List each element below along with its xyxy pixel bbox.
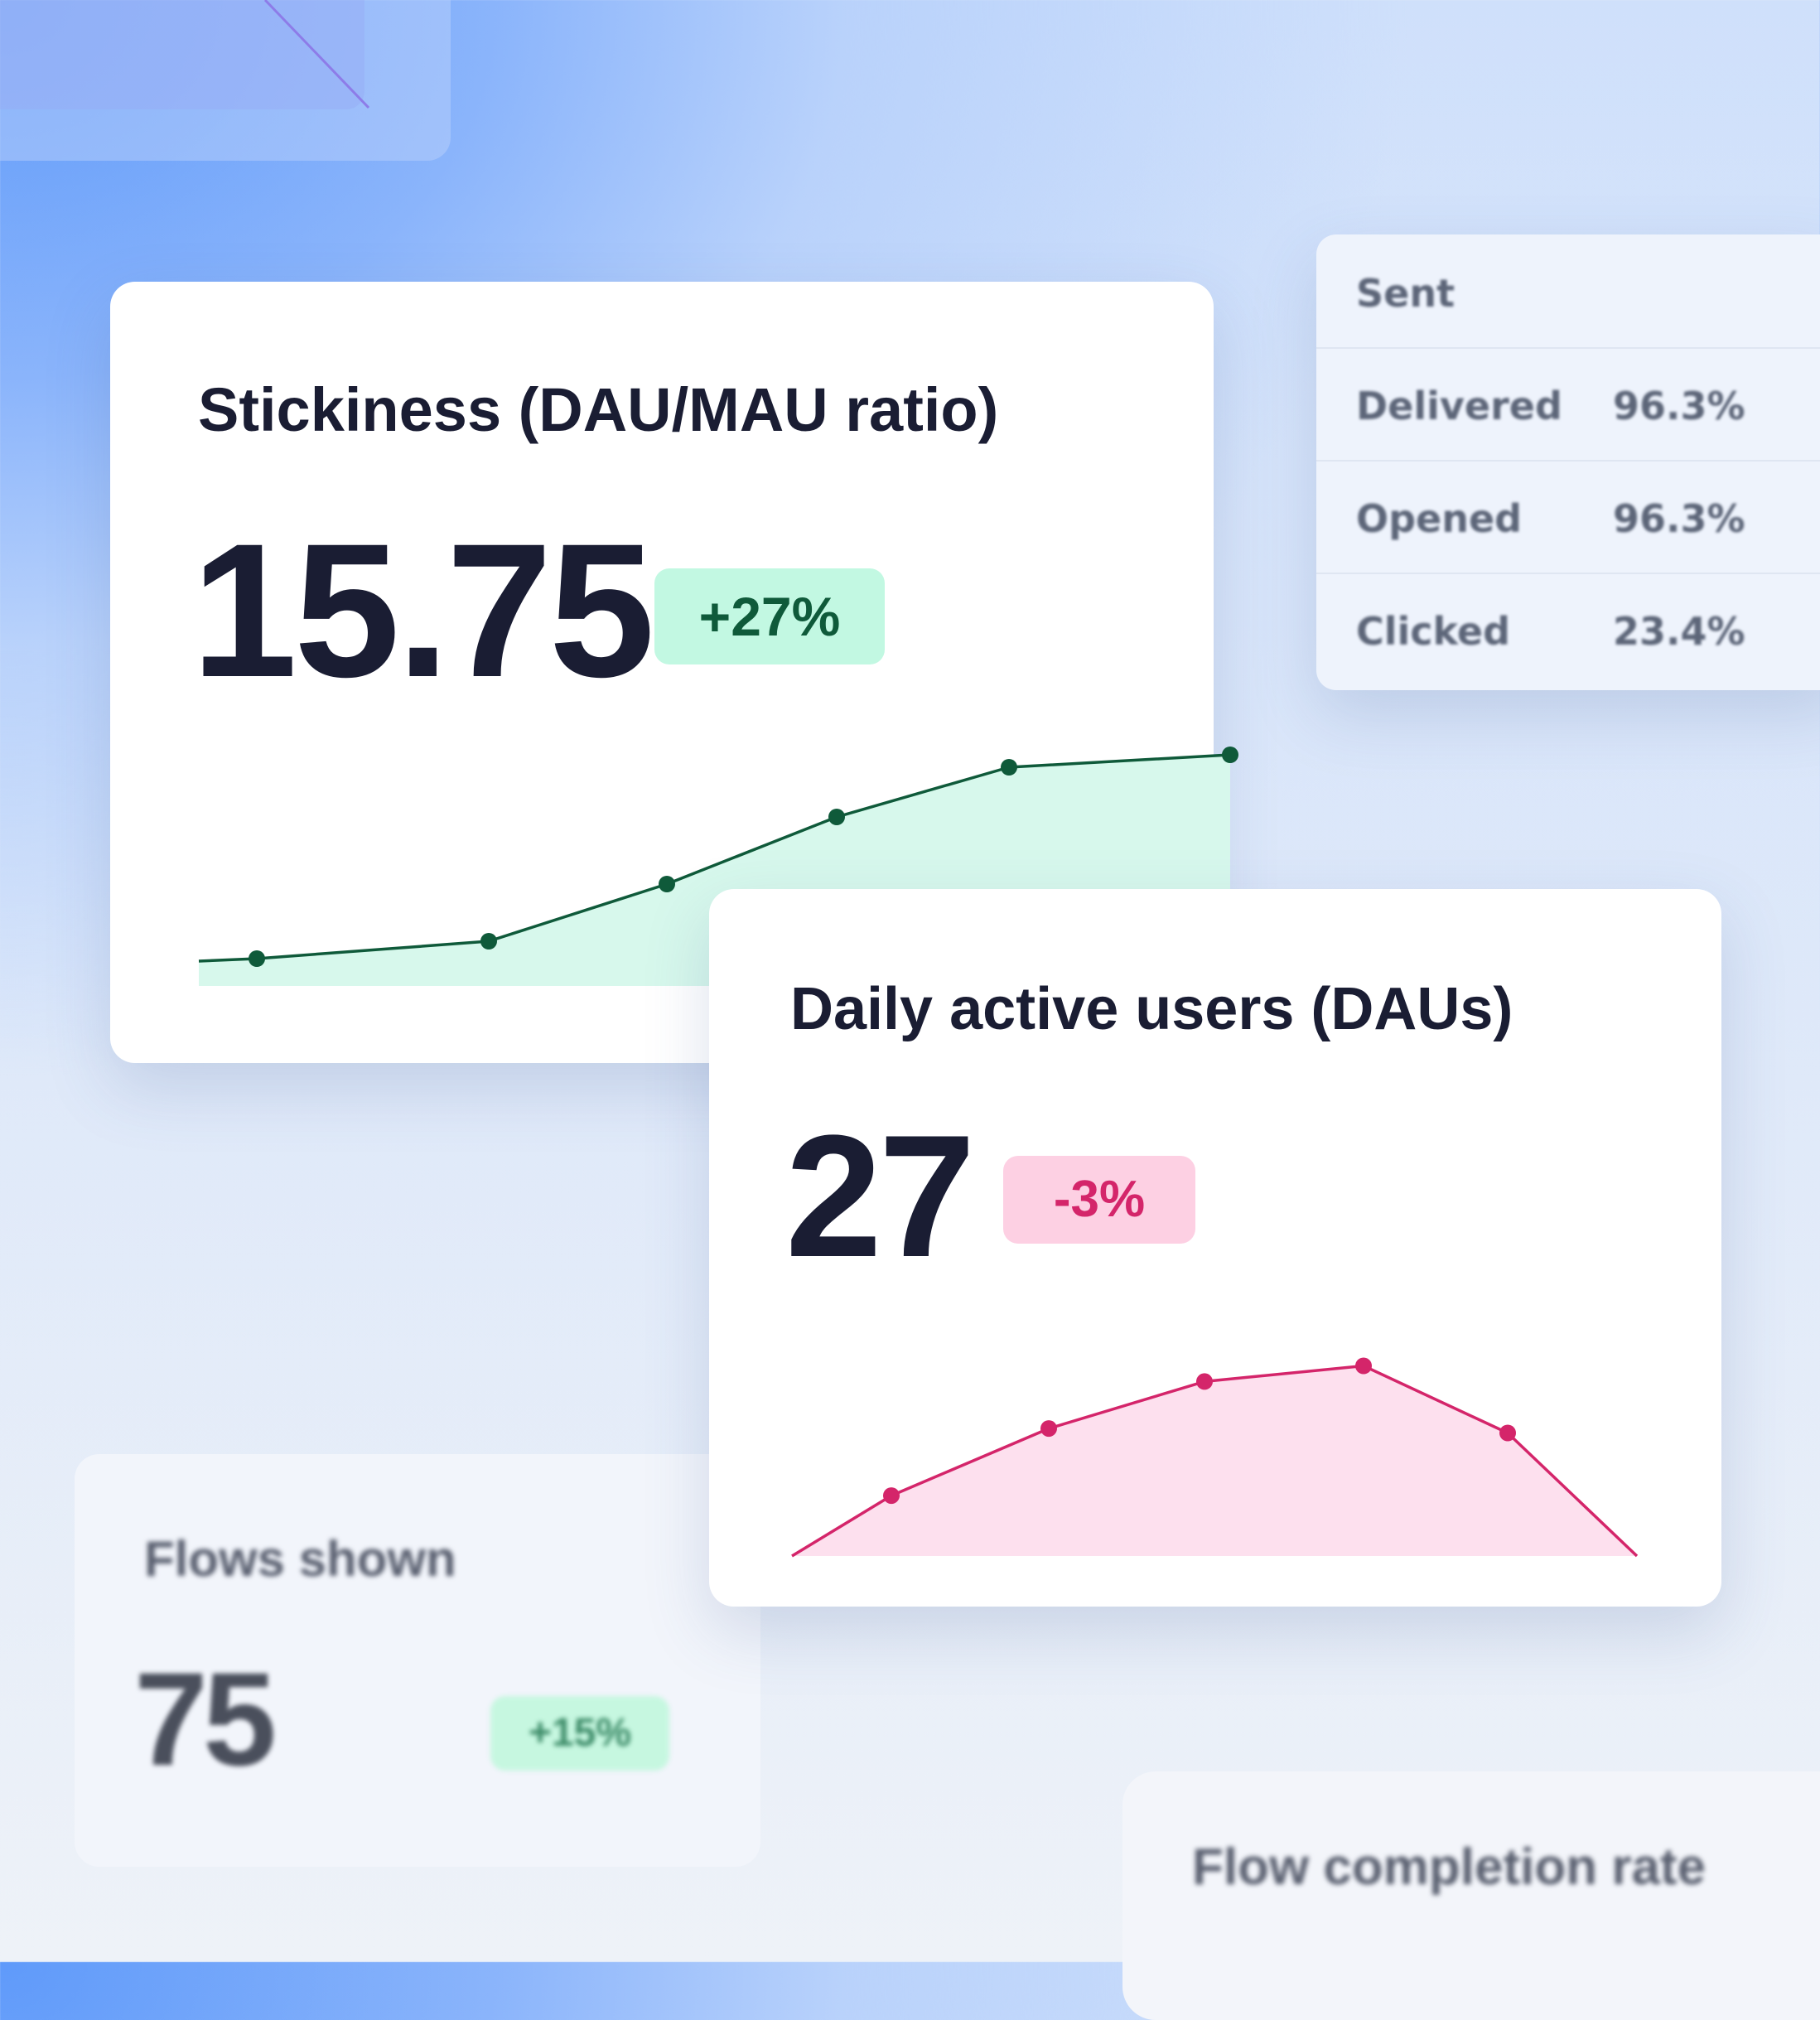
flows-shown-title: Flows shown [144, 1531, 456, 1587]
row-label: Opened [1356, 496, 1523, 541]
data-point [1222, 747, 1238, 763]
flow-completion-title: Flow completion rate [1192, 1839, 1707, 1896]
dau-value: 27 [785, 1099, 976, 1293]
dau-card: Daily active users (DAUs) 27 -3% [709, 889, 1721, 1607]
series-area [792, 1365, 1637, 1556]
table-row: Delivered 96.3% [1316, 347, 1820, 462]
dau-chart [791, 1357, 1639, 1558]
data-point [249, 950, 265, 967]
flow-completion-card: Flow completion rate [1122, 1771, 1820, 2020]
data-point [1355, 1357, 1372, 1375]
data-point [883, 1487, 900, 1505]
row-label: Delivered [1356, 384, 1562, 428]
row-value: 96.3% [1613, 496, 1745, 541]
data-point [828, 809, 845, 825]
stickiness-value: 15.75 [191, 504, 655, 717]
data-point [1040, 1420, 1057, 1438]
data-point [1196, 1373, 1213, 1390]
flows-shown-card: Flows shown 75 +15% [75, 1454, 760, 1867]
data-point [1499, 1424, 1516, 1442]
stickiness-card: Stickiness (DAU/MAU ratio) 15.75 +27% [110, 282, 1238, 1063]
table-row: Opened 96.3% [1316, 460, 1820, 574]
background-card-inner [0, 0, 370, 109]
background-card [0, 0, 451, 161]
table-row: Clicked 23.4% [1316, 573, 1820, 685]
dau-change-badge: -3% [1003, 1156, 1195, 1244]
sent-table-card: Sent Delivered 96.3% Opened 96.3% Clicke… [1316, 234, 1820, 690]
stickiness-change-badge: +27% [654, 568, 885, 664]
row-value: 23.4% [1613, 609, 1745, 654]
data-point [659, 876, 675, 892]
sent-table-header: Sent [1316, 234, 1820, 349]
diagonal-line [263, 0, 370, 109]
flows-shown-change-badge: +15% [490, 1696, 669, 1771]
data-point [480, 933, 497, 950]
dau-title: Daily active users (DAUs) [790, 976, 1513, 1042]
row-value: 96.3% [1613, 384, 1745, 428]
row-label: Clicked [1356, 609, 1511, 654]
data-point [1001, 759, 1017, 776]
flows-shown-value: 75 [134, 1645, 277, 1793]
stickiness-title: Stickiness (DAU/MAU ratio) [198, 375, 999, 444]
sent-header-label: Sent [1356, 271, 1456, 316]
